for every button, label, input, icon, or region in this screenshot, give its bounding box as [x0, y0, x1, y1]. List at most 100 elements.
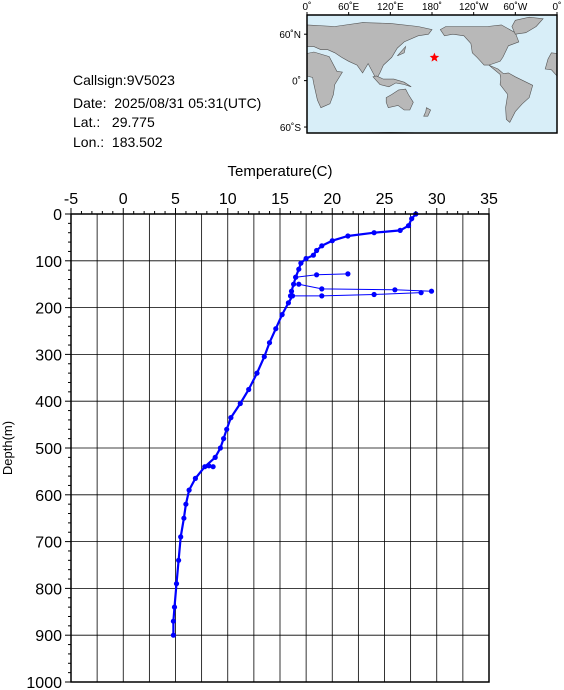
- map-landmass: [439, 24, 520, 66]
- lat-value: 29.775: [111, 114, 155, 130]
- y-tick-label: 800: [35, 581, 62, 598]
- x-axis-label: Temperature(C): [227, 163, 332, 180]
- data-point: [206, 463, 212, 469]
- data-point: [186, 487, 192, 493]
- data-point: [345, 233, 351, 239]
- map-lon-label: 180˚: [422, 1, 442, 13]
- y-tick-label: 1000: [26, 675, 62, 690]
- x-tick-label: 25: [376, 191, 394, 208]
- data-point: [176, 557, 182, 563]
- data-point: [246, 386, 252, 393]
- y-tick-label: 200: [35, 301, 62, 318]
- map-lat-label: 60˚S: [280, 122, 301, 134]
- location-map: 0˚ 60˚E 120˚E 180˚ 120˚W 60˚W 0˚ 60˚N 0˚ 60˚S: [279, 1, 561, 134]
- location-marker-star: [429, 52, 440, 62]
- map-lon-label: 60˚E: [338, 1, 359, 13]
- y-tick-label: 900: [35, 628, 62, 645]
- data-point: [279, 312, 285, 318]
- data-point: [228, 415, 234, 421]
- data-point: [371, 291, 377, 298]
- data-point: [293, 274, 299, 280]
- map-landmass: [397, 45, 407, 57]
- data-point: [314, 272, 320, 278]
- data-point: [178, 534, 184, 540]
- y-tick-label: 600: [35, 488, 62, 505]
- map-lon-label: 120˚E: [377, 1, 404, 13]
- lat-line: Lat.: 29.775: [73, 115, 155, 129]
- callsign-line: Callsign:9V5023: [73, 73, 175, 87]
- data-point: [428, 288, 435, 294]
- x-tick-label: 5: [171, 191, 180, 208]
- data-point: [405, 223, 412, 229]
- data-point: [397, 227, 403, 233]
- data-point: [221, 436, 227, 442]
- y-tick-label: 500: [35, 441, 62, 458]
- map-landmass: [372, 75, 412, 88]
- data-point: [291, 281, 297, 287]
- date-line: Date: 2025/08/31 05:31(UTC): [73, 96, 261, 110]
- map-lon-label: 120˚W: [459, 1, 489, 13]
- y-tick-label: 700: [35, 535, 62, 552]
- data-point: [224, 426, 230, 432]
- map-landmass: [488, 64, 534, 123]
- map-landmass: [306, 51, 343, 109]
- data-point: [329, 238, 335, 244]
- map-lon-label: 60˚W: [503, 1, 527, 13]
- data-point: [217, 445, 223, 451]
- temperature-depth-chart: -5 0 5 10 15 20 25 30 35 01002003004005006007008…: [0, 163, 498, 690]
- x-axis-ticks: -5 0 5 10 15 20 25 30 35: [64, 191, 498, 214]
- callsign-value: 9V5023: [126, 72, 175, 88]
- data-point: [303, 255, 309, 262]
- data-point: [202, 464, 208, 470]
- data-point: [171, 604, 178, 610]
- lon-line: Lon.: 183.502: [73, 135, 163, 149]
- data-point: [170, 632, 176, 638]
- x-tick-label: 15: [271, 191, 289, 208]
- y-tick-label: 300: [35, 347, 62, 364]
- series-line: [295, 273, 348, 278]
- x-tick-label: 30: [428, 191, 446, 208]
- lon-label: Lon.:: [73, 134, 105, 150]
- data-point: [314, 247, 320, 254]
- map-lon-label: 0˚: [553, 1, 562, 13]
- data-point: [310, 252, 316, 258]
- data-point: [170, 618, 176, 624]
- series-line: [298, 283, 432, 292]
- map-lat-label: 60˚N: [279, 29, 301, 41]
- data-point: [254, 370, 260, 376]
- data-point: [210, 464, 216, 470]
- data-point: [371, 230, 377, 236]
- data-point: [192, 475, 198, 481]
- x-tick-label: 35: [480, 191, 498, 208]
- series-line: [290, 292, 422, 297]
- date-value: 2025/08/31 05:31(UTC): [114, 95, 262, 111]
- profile-series: [170, 211, 435, 638]
- map-landmass: [306, 22, 433, 80]
- data-point: [296, 281, 302, 287]
- map-landmass: [385, 88, 414, 111]
- chart-grid: [70, 213, 490, 683]
- data-point: [296, 266, 302, 272]
- data-point: [261, 354, 267, 360]
- data-point: [287, 293, 294, 299]
- data-point: [237, 400, 243, 407]
- map-landmass: [511, 16, 544, 35]
- lat-label: Lat.:: [73, 114, 101, 130]
- y-axis-label: Depth(m): [0, 421, 15, 475]
- data-point: [319, 243, 325, 249]
- data-point: [183, 501, 189, 507]
- date-label: Date:: [73, 95, 107, 111]
- data-point: [409, 216, 415, 222]
- data-point: [319, 286, 325, 292]
- y-tick-label: 400: [35, 394, 62, 411]
- map-lat-label: 0˚: [292, 76, 301, 88]
- x-tick-label: 20: [323, 191, 341, 208]
- data-point: [298, 260, 304, 266]
- x-tick-label: 10: [219, 191, 237, 208]
- x-tick-label: -5: [64, 191, 78, 208]
- map-lon-label: 0˚: [303, 1, 312, 13]
- data-point: [288, 288, 295, 294]
- y-axis-ticks: 0 100 200 300 400 500 600 700 800 900 1000: [26, 207, 71, 690]
- lon-value: 183.502: [111, 134, 163, 150]
